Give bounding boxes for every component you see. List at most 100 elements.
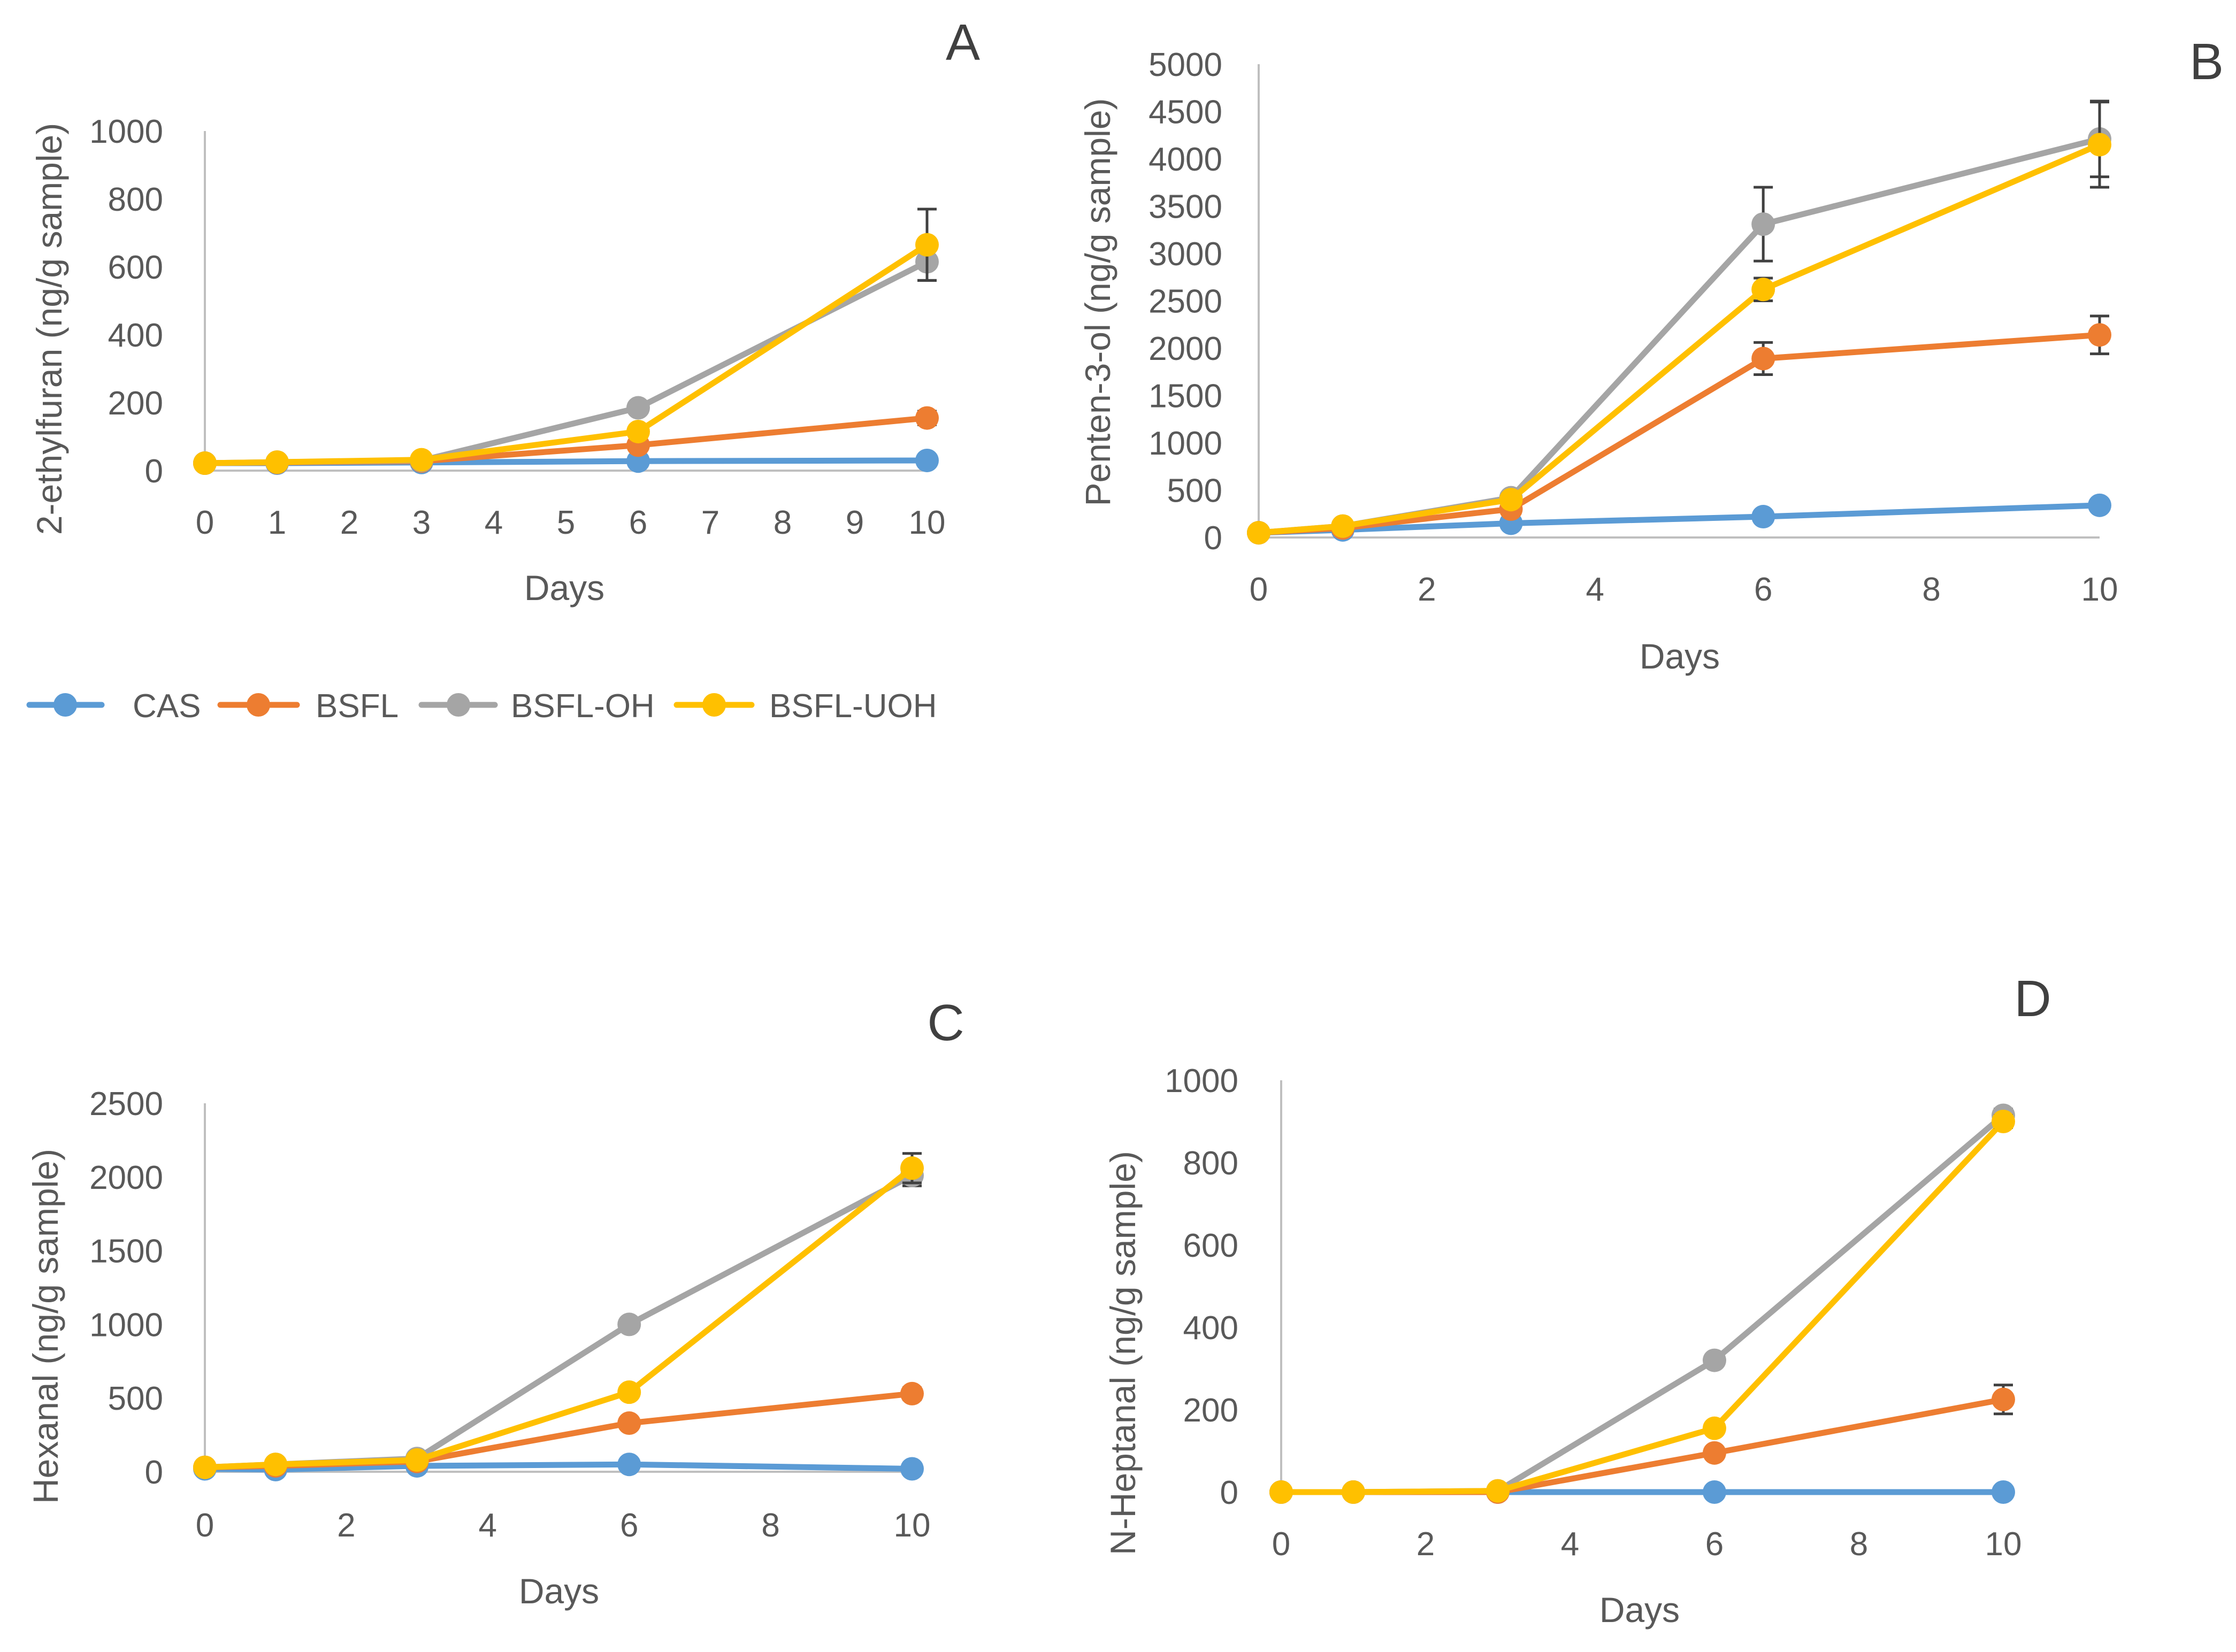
panel-c-point-bsfl-uoh bbox=[264, 1453, 288, 1477]
panel-a-x-tick-label: 7 bbox=[701, 504, 719, 541]
panel-c-x-tick-label: 10 bbox=[894, 1507, 931, 1544]
panel-d-point-bsfl-uoh bbox=[1486, 1479, 1510, 1503]
panel-c-y-tick-label: 1500 bbox=[89, 1233, 163, 1270]
panel-a-point-bsfl-uoh bbox=[265, 450, 289, 474]
panel-a-plot: 0 200 400 600 800 1000 0 1 2 3 4 5 6 7 8 9 10 bbox=[89, 113, 945, 541]
panel-c-x-tick-label: 6 bbox=[620, 1507, 638, 1544]
legend-item-bsfl: BSFL bbox=[217, 688, 399, 725]
panel-a-point-bsfl bbox=[915, 406, 939, 430]
panel-a-point-cas bbox=[915, 448, 939, 472]
panel-b-y-tick-label: 2000 bbox=[1148, 331, 1222, 367]
panel-b-line-bsfl bbox=[1255, 332, 2103, 536]
panel-c-letter: C bbox=[927, 994, 964, 1051]
panel-d-y-tick-label: 0 bbox=[1220, 1474, 1238, 1511]
panel-d-series-bsfl-oh bbox=[1269, 1103, 2015, 1504]
panel-b-point-bsfl-oh bbox=[1751, 212, 1775, 236]
legend-marker-bsfl-uoh bbox=[702, 693, 726, 717]
panel-c-series-bsfl-uoh bbox=[193, 1152, 924, 1479]
panel-a-x-tick-label: 0 bbox=[196, 504, 214, 541]
panel-a-line-bsfl-oh bbox=[202, 258, 930, 466]
panel-b-series-bsfl-uoh bbox=[1247, 101, 2111, 545]
panel-b-point-bsfl-uoh bbox=[1247, 521, 1270, 545]
panel-c-y-tick-label: 2500 bbox=[89, 1086, 163, 1123]
panel-d-y-tick-label: 1000 bbox=[1165, 1063, 1238, 1100]
panel-d-line-bsfl-uoh bbox=[1278, 1118, 2007, 1495]
panel-c-point-bsfl-uoh bbox=[193, 1455, 217, 1479]
panel-d-y-tick-label: 800 bbox=[1183, 1145, 1238, 1182]
panel-a-y-tick-label: 600 bbox=[108, 249, 163, 286]
legend-marker-bsfl-oh bbox=[447, 693, 470, 717]
legend-marker-bsfl bbox=[247, 693, 270, 717]
panel-a-y-tick-label: 800 bbox=[108, 181, 163, 218]
panel-b-point-bsfl-uoh bbox=[1499, 488, 1523, 512]
panel-a-x-tick-label: 6 bbox=[629, 504, 647, 541]
panel-a-x-tick-label: 8 bbox=[774, 504, 792, 541]
panel-d-plot: 0 200 400 600 800 1000 0 2 4 6 8 10 bbox=[1165, 1063, 2021, 1563]
panel-b-point-bsfl-uoh bbox=[1751, 278, 1775, 302]
panel-c-x-axis-title: Days bbox=[519, 1571, 599, 1611]
panel-d-x-tick-label: 10 bbox=[1985, 1526, 2022, 1563]
panel-c-point-bsfl-uoh bbox=[617, 1380, 641, 1404]
panel-c-point-bsfl-uoh bbox=[405, 1448, 429, 1472]
panel-d-point-bsfl-uoh bbox=[1703, 1416, 1726, 1440]
panel-b-x-tick-label: 6 bbox=[1754, 571, 1772, 608]
panel-a-y-axis-title: 2-ethylfuran (ng/g sample) bbox=[29, 123, 69, 535]
panel-b-y-tick-label: 4500 bbox=[1148, 94, 1222, 131]
panel-a: A 2-ethylfuran (ng/g sample) Days 020040… bbox=[29, 14, 980, 608]
legend-item-cas: CAS bbox=[26, 688, 201, 725]
panel-c-point-bsfl-uoh bbox=[900, 1156, 924, 1180]
panel-a-point-bsfl-uoh bbox=[915, 233, 939, 257]
panel-b-letter: B bbox=[2189, 33, 2224, 90]
panel-b-y-tick-label: 2500 bbox=[1148, 283, 1222, 320]
panel-b-plot: 0 500 1000 1500 2000 2500 3000 3500 4000 4500 5000… bbox=[1148, 47, 2118, 608]
panel-d-point-bsfl bbox=[1992, 1387, 2015, 1411]
panel-b-y-axis-title: Penten-3-ol (ng/g sample) bbox=[1078, 98, 1117, 506]
panel-d-y-axis-title: N-Heptanal (ng/g sample) bbox=[1103, 1151, 1143, 1555]
panel-c-point-bsfl bbox=[617, 1411, 641, 1435]
panel-c-point-bsfl bbox=[900, 1381, 924, 1405]
panel-b-y-tick-label: 4000 bbox=[1148, 141, 1222, 178]
panel-c-y-tick-label: 2000 bbox=[89, 1159, 163, 1196]
panel-c-y-axis-title: Hexanal (ng/g sample) bbox=[26, 1149, 65, 1504]
panel-b-x-tick-label: 10 bbox=[2081, 571, 2118, 608]
panel-b-y-tick-label: 0 bbox=[1204, 520, 1222, 557]
panel-a-y-tick-label: 0 bbox=[145, 453, 163, 490]
panel-b-x-tick-label: 4 bbox=[1586, 571, 1604, 608]
panel-d-y-tick-label: 200 bbox=[1183, 1392, 1238, 1429]
legend-marker-cas bbox=[53, 693, 77, 717]
panel-a-x-axis-title: Days bbox=[524, 568, 604, 608]
panel-b-y-tick-label: 500 bbox=[1167, 473, 1222, 510]
panel-b-point-cas bbox=[2088, 493, 2111, 517]
panel-d-x-tick-label: 4 bbox=[1561, 1526, 1579, 1563]
panel-a-x-tick-label: 4 bbox=[485, 504, 503, 541]
panel-b-y-tick-label: 5000 bbox=[1148, 47, 1222, 83]
panel-b-y-tick-label: 3500 bbox=[1148, 189, 1222, 226]
panel-d-x-tick-label: 6 bbox=[1705, 1526, 1724, 1563]
legend-label-bsfl: BSFL bbox=[316, 688, 399, 725]
panel-b-x-tick-label: 2 bbox=[1418, 571, 1436, 608]
panel-d-point-bsfl-uoh bbox=[1269, 1480, 1293, 1504]
panel-c-point-bsfl-oh bbox=[617, 1312, 641, 1336]
panel-b-series-bsfl-oh bbox=[1247, 99, 2111, 545]
panel-a-x-tick-label: 9 bbox=[846, 504, 864, 541]
panel-d-point-bsfl-uoh bbox=[1992, 1110, 2015, 1133]
panel-b-point-bsfl-uoh bbox=[1331, 514, 1355, 538]
panel-a-point-bsfl-uoh bbox=[626, 419, 650, 443]
panel-d-point-cas bbox=[1703, 1480, 1726, 1504]
panel-d-point-bsfl bbox=[1703, 1441, 1726, 1465]
panel-b-point-bsfl bbox=[1751, 347, 1775, 371]
legend-label-bsfl-oh: BSFL-OH bbox=[511, 688, 655, 725]
panel-a-y-tick-label: 1000 bbox=[89, 113, 163, 150]
panel-c-x-tick-label: 8 bbox=[761, 1507, 779, 1544]
legend-item-bsfl-oh: BSFL-OH bbox=[418, 688, 655, 725]
panel-b-x-axis-title: Days bbox=[1640, 636, 1720, 676]
panel-a-y-tick-label: 400 bbox=[108, 317, 163, 354]
panel-d-y-tick-label: 400 bbox=[1183, 1310, 1238, 1347]
panel-c-point-cas bbox=[617, 1453, 641, 1477]
panel-a-x-tick-label: 10 bbox=[909, 504, 946, 541]
panel-c-y-tick-label: 500 bbox=[108, 1380, 163, 1417]
panel-b-y-tick-label: 1000 bbox=[1148, 425, 1222, 462]
panel-b-point-bsfl-uoh bbox=[2088, 133, 2111, 157]
